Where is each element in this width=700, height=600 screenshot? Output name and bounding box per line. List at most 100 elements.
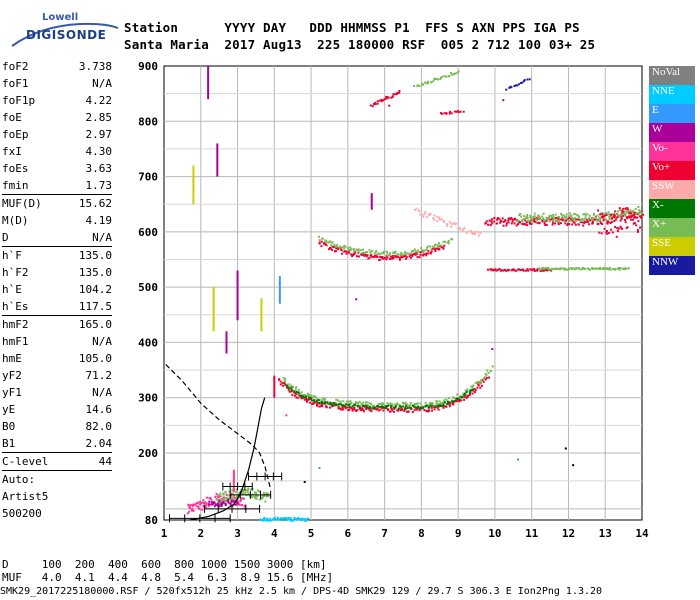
param-name: fmin [2,179,29,192]
param-value: 14.6 [85,403,113,416]
param-value: N/A [92,335,112,348]
logo-digisonde-text: DIGISONDE [26,28,107,42]
param-name: MUF(D) [2,197,42,210]
param-row: h`Es 117.5 [2,298,112,315]
legend-item-nnw: NNW [649,256,695,275]
param-separator [2,194,112,195]
y-tick-label: 300 [138,392,158,405]
param-name: foEs [2,162,29,175]
param-name: yE [2,403,16,416]
param-row: foF1p 4.22 [2,92,112,109]
file-info-footer: SMK29_2017225180000.RSF / 520fx512h 25 k… [0,586,603,597]
param-name: foE [2,111,22,124]
param-name: Artist5 [2,490,49,503]
distance-row: D 100 200 400 600 800 1000 1500 3000 [km… [2,558,327,571]
y-tick-label: 80 [145,514,158,527]
param-name: hmF1 [2,335,29,348]
param-value: 2.85 [85,111,113,124]
legend-item-vo: Vo+ [649,161,695,180]
param-name: C-level [2,455,49,468]
param-row: h`E 104.2 [2,281,112,298]
param-row: h`F2 135.0 [2,264,112,281]
sparse-echo [564,447,567,450]
top-trace-2 [413,70,460,88]
sparse-echo [318,466,321,469]
param-name: 500200 [2,507,42,520]
legend-item-ssw: SSW [649,180,695,199]
band-rising-end [597,207,642,238]
top-trace-3 [439,110,465,115]
y-tick-label: 600 [138,226,158,239]
sparse-echo [355,298,358,301]
param-value: 44 [98,455,112,468]
param-row: MUF(D) 15.62 [2,195,112,212]
param-value: 4.30 [85,145,113,158]
param-row: foEs 3.63 [2,160,112,177]
param-value: 3.63 [85,162,113,175]
echo-traces [165,66,645,523]
legend-item-w: W [649,123,695,142]
param-value: 104.2 [78,283,112,296]
param-value: N/A [92,231,112,244]
band-620-extraordinary [516,205,644,223]
y-tick-label: 400 [138,336,158,349]
param-row: h`F 135.0 [2,247,112,264]
param-separator [2,470,112,471]
param-name: M(D) [2,214,29,227]
x-tick-label: 9 [455,527,462,540]
x-tick-label: 11 [525,527,539,540]
param-name: D [2,231,9,244]
param-value: N/A [92,386,112,399]
param-value: N/A [92,77,112,90]
sparse-echo [502,99,505,102]
param-value: 117.5 [78,300,112,313]
param-name: yF1 [2,386,22,399]
param-separator [2,246,112,247]
legend-item-x: X- [649,199,695,218]
second-hop-extraordinary [317,235,454,257]
param-name: Auto: [2,473,36,486]
param-name: h`F [2,249,22,262]
param-row: foF2 3.738 [2,58,112,75]
param-name: foF1 [2,77,29,90]
band-ssw [413,207,482,237]
param-row: hmF1 N/A [2,333,112,350]
param-value: 4.22 [85,94,113,107]
x-tick-label: 14 [635,527,649,540]
param-value: 135.0 [78,249,112,262]
param-value: 4.19 [85,214,113,227]
param-value: 1.73 [85,179,113,192]
param-name: hmF2 [2,318,29,331]
param-name: foF2 [2,60,29,73]
param-value: 2.04 [85,437,113,450]
legend-item-nne: NNE [649,85,695,104]
y-tick-label: 700 [138,171,158,184]
header-labels: Station YYYY DAY DDD HHMMSS P1 FFS S AXN… [124,20,580,35]
param-name: h`F2 [2,266,29,279]
plot-frame [163,65,643,521]
param-value: 3.738 [78,60,112,73]
x-tick-label: 3 [234,527,241,540]
param-row: C-level 44 [2,453,112,470]
legend-item-e: E [649,104,695,123]
digisonde-logo: Lowell DIGISONDE [10,8,120,54]
y-tick-label: 500 [138,281,158,294]
sparse-echo [388,104,391,107]
param-name: h`E [2,283,22,296]
logo-lowell-text: Lowell [42,12,79,23]
y-tick-label: 200 [138,447,158,460]
second-hop-ordinary [318,240,446,262]
header-values: Santa Maria 2017 Aug13 225 180000 RSF 00… [124,37,596,52]
param-row: 500200 [2,505,112,522]
sparse-echo [285,414,288,417]
band-530-ordinary [486,268,553,272]
x-tick-label: 6 [345,527,352,540]
param-value: 135.0 [78,266,112,279]
param-name: B1 [2,437,16,450]
y-tick-label: 800 [138,115,158,128]
param-row: yE 14.6 [2,401,112,418]
param-row: B1 2.04 [2,435,112,452]
sparse-echo [303,480,306,483]
band-530-extraordinary [538,266,630,271]
